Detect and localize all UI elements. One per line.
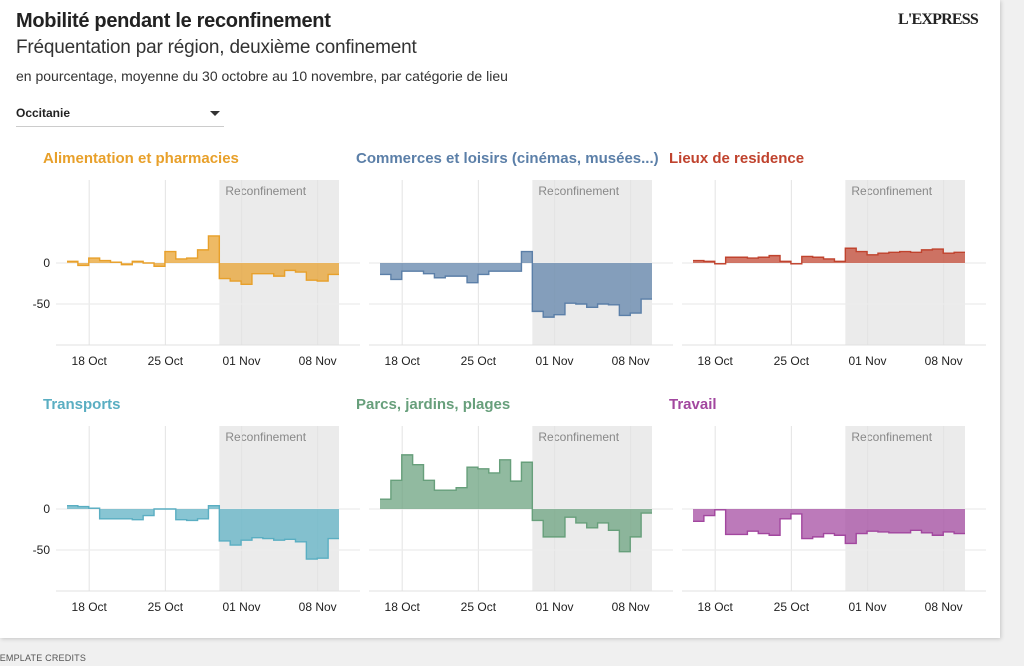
x-tick-label: 18 Oct [72,600,108,614]
y-tick-label: -50 [33,543,51,557]
chart-card: Mobilité pendant le reconfinement Fréque… [0,0,1000,638]
series-line [693,509,965,545]
x-tick-label: 01 Nov [536,600,574,614]
x-tick-label: 25 Oct [774,354,810,368]
x-tick-label: 25 Oct [148,354,184,368]
template-credits-link[interactable]: TEMPLATE CREDITS [0,653,87,663]
x-tick-label: 01 Nov [223,600,261,614]
series-area [380,251,652,318]
panel-chart: Reconfinement 18 Oct 25 Oct 01 Nov 08 Nov [682,180,986,368]
panel-title: Travail [669,396,717,413]
reconfinement-label: Reconfinement [851,430,932,444]
x-tick-label: 25 Oct [461,354,497,368]
page-subtitle: Fréquentation par région, deuxième confi… [16,37,417,58]
panel-title: Lieux de residence [669,150,805,167]
x-tick-label: 01 Nov [223,354,261,368]
panel-title: Alimentation et pharmacies [43,150,239,167]
x-tick-label: 01 Nov [849,600,887,614]
x-tick-label: 25 Oct [461,600,497,614]
series-area [693,509,965,544]
x-tick-label: 08 Nov [299,354,337,368]
y-tick-label: 0 [43,502,50,516]
series-line [380,454,652,553]
panel-chart: Reconfinement 18 Oct 25 Oct 01 Nov 08 Nov [369,426,673,614]
x-tick-label: 18 Oct [385,600,421,614]
series-area [67,235,339,285]
chevron-down-icon [210,111,220,116]
y-tick-label: 0 [43,256,50,270]
x-tick-label: 08 Nov [299,600,337,614]
x-tick-label: 18 Oct [72,354,108,368]
lexpress-logo[interactable]: L'EXPRESS [898,11,979,28]
x-tick-label: 18 Oct [698,600,734,614]
x-tick-label: 01 Nov [536,354,574,368]
series-line [380,250,652,318]
panel-chart: Reconfinement 18 Oct 25 Oct 01 Nov 08 Nov [682,426,986,614]
panel-chart: Reconfinement 0 -50 18 Oct 25 Oct 01 Nov 08 No… [33,180,360,368]
x-tick-label: 01 Nov [849,354,887,368]
region-select-value: Occitanie [16,106,71,120]
x-tick-label: 08 Nov [612,354,650,368]
x-tick-label: 08 Nov [612,600,650,614]
reconfinement-label: Reconfinement [538,430,619,444]
series-area [380,454,652,552]
y-tick-label: -50 [33,297,51,311]
series-line [67,235,339,286]
x-tick-label: 25 Oct [774,600,810,614]
panel-chart: Reconfinement 18 Oct 25 Oct 01 Nov 08 Nov [369,180,673,368]
series-area [693,248,965,264]
panel-title: Parcs, jardins, plages [356,396,511,413]
reconfinement-label: Reconfinement [225,430,306,444]
page-description: en pourcentage, moyenne du 30 octobre au… [16,68,508,84]
reconfinement-label: Reconfinement [225,184,306,198]
reconfinement-label: Reconfinement [851,184,932,198]
series-line [67,505,339,560]
panel-chart: Reconfinement 0 -50 18 Oct 25 Oct 01 Nov 08 No… [33,426,360,614]
x-tick-label: 25 Oct [148,600,184,614]
page-title: Mobilité pendant le reconfinement [16,10,331,32]
x-tick-label: 18 Oct [385,354,421,368]
x-tick-label: 08 Nov [925,600,963,614]
x-tick-label: 18 Oct [698,354,734,368]
x-tick-label: 08 Nov [925,354,963,368]
reconfinement-label: Reconfinement [538,184,619,198]
panel-title: Commerces et loisirs (cinémas, musées...… [356,150,659,167]
panel-title: Transports [43,396,121,413]
region-select[interactable]: Occitanie [16,104,224,127]
series-line [693,247,965,265]
